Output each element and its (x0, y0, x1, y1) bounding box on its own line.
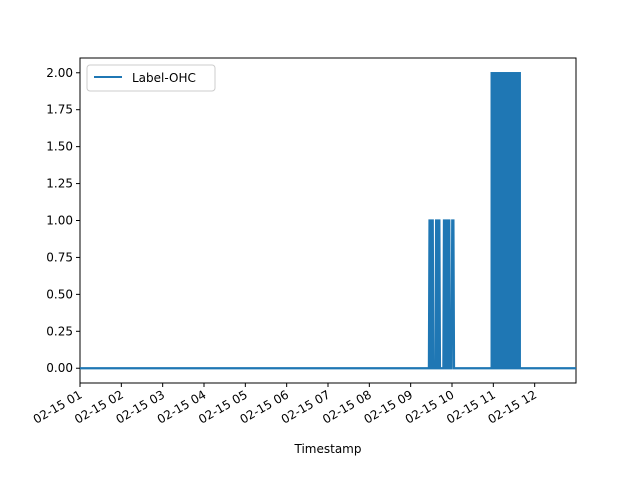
y-tick-label: 0.50 (46, 287, 73, 301)
y-tick-label: 1.75 (46, 103, 73, 117)
series-dense-band-label-ohc (490, 72, 521, 369)
y-tick-label: 1.50 (46, 140, 73, 154)
y-tick-label: 0.75 (46, 250, 73, 264)
y-tick-label: 0.25 (46, 324, 73, 338)
y-tick-label: 1.25 (46, 177, 73, 191)
plot-area (79, 57, 577, 384)
series-line-label-ohc (80, 219, 576, 370)
legend-box (86, 64, 216, 92)
y-tick-label: 1.00 (46, 214, 73, 228)
legend: Label-OHC (86, 64, 216, 92)
legend-label-label-ohc: Label-OHC (132, 71, 196, 85)
x-axis-title: Timestamp (294, 442, 362, 456)
y-axis-ticks: 0.00 0.25 0.50 0.75 1.00 1.25 1.50 1.75 2.00 (46, 66, 80, 375)
y-tick-label: 0.00 (46, 361, 73, 375)
y-tick-label: 2.00 (46, 66, 73, 80)
